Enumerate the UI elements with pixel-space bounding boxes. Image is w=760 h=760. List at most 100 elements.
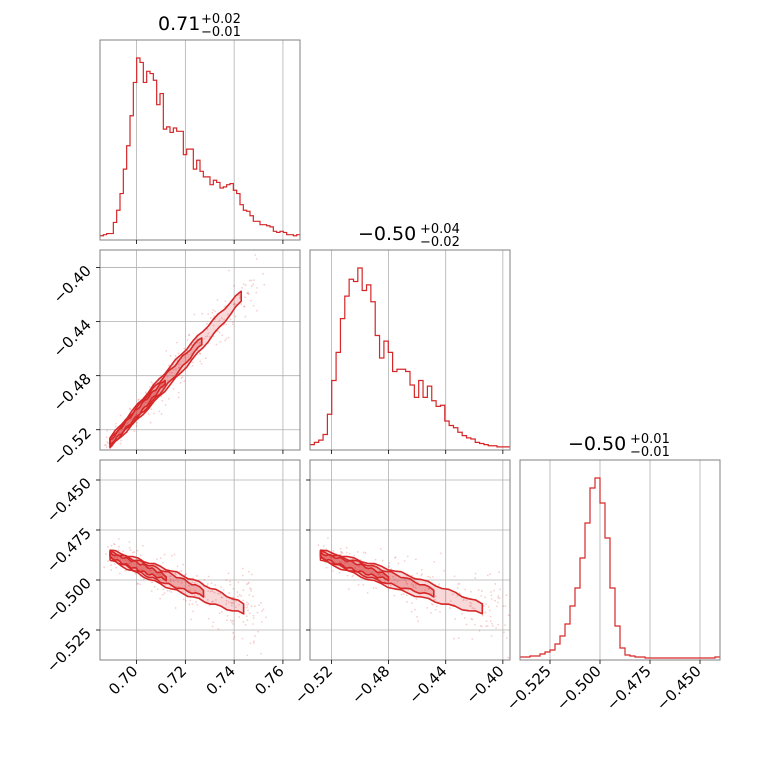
- histogram-bin: [260, 225, 263, 240]
- sample-point: [491, 622, 493, 625]
- histogram-bin: [340, 319, 344, 450]
- sample-point: [176, 565, 179, 568]
- sample-point: [136, 421, 139, 424]
- sample-point: [372, 587, 375, 589]
- sample-point: [189, 589, 192, 592]
- sample-point: [492, 625, 494, 627]
- sample-point: [122, 550, 124, 553]
- sample-point: [354, 566, 357, 569]
- sample-point: [204, 335, 207, 338]
- sample-point: [255, 258, 258, 260]
- sample-point: [161, 382, 164, 385]
- sample-point: [348, 552, 351, 555]
- sample-point: [238, 603, 240, 606]
- sample-point: [142, 544, 144, 547]
- sample-point: [323, 556, 326, 559]
- sample-point: [265, 616, 267, 619]
- sample-point: [352, 574, 355, 577]
- sample-point: [498, 597, 501, 600]
- sample-point: [192, 361, 194, 364]
- sample-point: [433, 560, 436, 563]
- sample-point: [252, 283, 254, 286]
- sample-point: [223, 306, 226, 308]
- sample-point: [247, 292, 249, 295]
- sample-point: [241, 574, 244, 577]
- sample-point: [222, 588, 225, 591]
- sample-point: [207, 590, 210, 592]
- grid-lines: [331, 250, 504, 450]
- x-tick-label: 0.70: [105, 662, 141, 698]
- sample-point: [213, 315, 216, 318]
- sample-point: [471, 607, 474, 609]
- sample-point: [247, 582, 250, 585]
- histogram-bin: [620, 648, 625, 660]
- sample-point: [148, 385, 151, 388]
- sample-point: [231, 619, 234, 622]
- sample-point: [199, 341, 202, 344]
- sample-point: [390, 568, 393, 570]
- sample-point: [358, 565, 361, 568]
- sample-point: [107, 546, 109, 548]
- histogram-bin: [336, 352, 340, 450]
- sample-point: [412, 585, 415, 588]
- sample-point: [113, 557, 116, 560]
- sample-point: [256, 611, 259, 614]
- histogram-bin: [610, 588, 615, 660]
- sample-point: [469, 604, 471, 607]
- sample-point: [206, 335, 209, 338]
- sample-point: [107, 442, 109, 445]
- sample-point: [131, 551, 134, 554]
- histogram-bin: [150, 74, 153, 240]
- sample-point: [177, 396, 180, 399]
- x-tick-label: −0.525: [503, 662, 555, 714]
- sample-point: [246, 654, 249, 657]
- sample-point: [183, 347, 186, 350]
- sample-point: [157, 573, 160, 575]
- sample-point: [458, 582, 461, 585]
- sample-point: [193, 582, 196, 585]
- histogram-bin: [217, 182, 220, 240]
- sample-point: [136, 566, 139, 569]
- sample-point: [150, 590, 153, 592]
- x-tick-label: −0.44: [405, 662, 450, 707]
- histogram-bin: [332, 381, 336, 451]
- sample-point: [214, 310, 217, 313]
- contour-level-1: [319, 549, 484, 615]
- sample-point: [176, 341, 178, 344]
- sample-point: [252, 617, 255, 619]
- histogram-bin: [358, 268, 362, 450]
- sample-point: [242, 283, 245, 285]
- sample-point: [238, 616, 240, 618]
- sample-point: [490, 635, 493, 637]
- sample-point: [106, 441, 109, 443]
- sample-point: [329, 556, 332, 559]
- sample-point: [219, 592, 222, 595]
- sample-point: [388, 562, 391, 564]
- sample-point: [191, 364, 194, 367]
- sample-point: [471, 618, 474, 621]
- sample-point: [248, 594, 251, 596]
- sample-point: [430, 592, 433, 595]
- sample-point: [114, 425, 117, 428]
- sample-point: [147, 413, 150, 415]
- sample-point: [449, 600, 452, 602]
- sample-point: [156, 588, 159, 591]
- sample-point: [227, 313, 229, 316]
- sample-point: [179, 381, 182, 384]
- x-tick-label: −0.40: [462, 662, 507, 707]
- histogram-bin: [475, 442, 479, 450]
- sample-point: [186, 339, 189, 342]
- sample-point: [262, 272, 265, 275]
- histogram-bin: [580, 558, 585, 660]
- sample-point: [177, 391, 180, 394]
- title-param-2: −0.50 +0.01 −0.01: [568, 432, 670, 460]
- sample-point: [246, 604, 248, 607]
- sample-point: [217, 592, 219, 595]
- sample-point: [411, 583, 413, 585]
- histogram-bin: [353, 282, 357, 451]
- sample-point: [212, 600, 214, 603]
- title-lower-error: −0.01: [201, 25, 241, 40]
- sample-point: [232, 587, 235, 590]
- histogram-bin: [595, 478, 600, 660]
- panel-param-0-marginal: [99, 39, 301, 241]
